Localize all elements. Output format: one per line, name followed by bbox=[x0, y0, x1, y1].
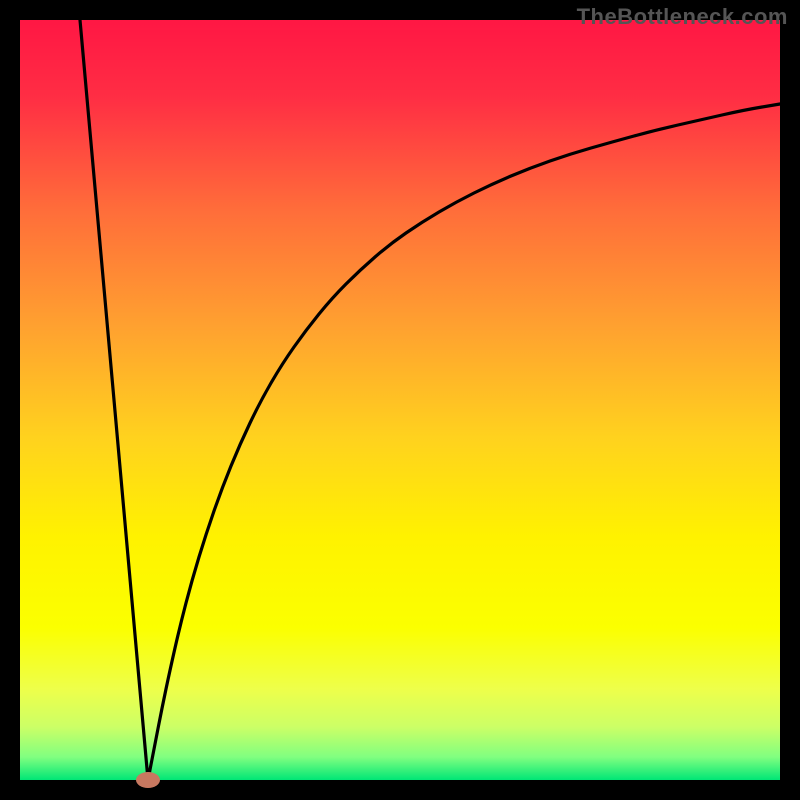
chart-svg bbox=[0, 0, 800, 800]
chart-stage: TheBottleneck.com bbox=[0, 0, 800, 800]
frame-left bbox=[0, 0, 20, 800]
min-marker bbox=[136, 772, 160, 788]
frame-bottom bbox=[0, 780, 800, 800]
frame-right bbox=[780, 0, 800, 800]
gradient-background bbox=[20, 20, 780, 780]
watermark-text: TheBottleneck.com bbox=[577, 4, 788, 30]
